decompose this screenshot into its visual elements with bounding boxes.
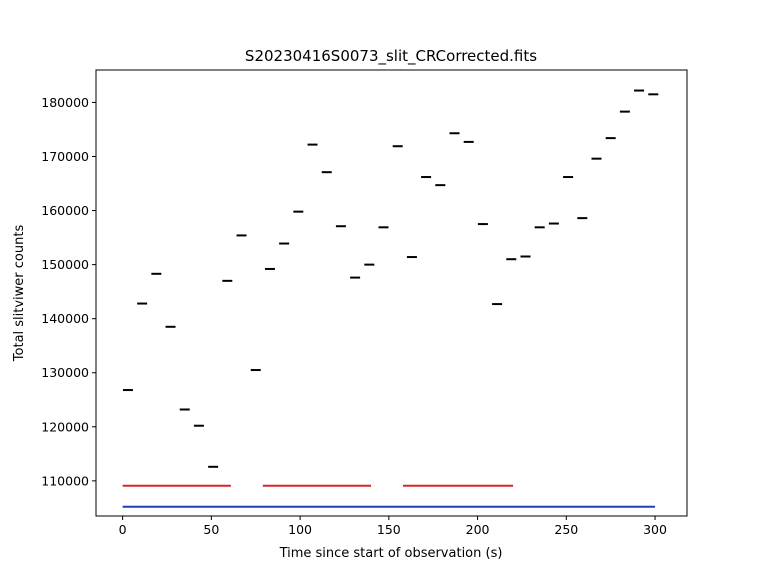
x-tick-label: 300	[643, 522, 667, 537]
axes-frame	[95, 69, 688, 517]
y-tick-label: 110000	[41, 473, 89, 488]
y-tick-label: 180000	[41, 95, 89, 110]
y-axis: 110000 120000 130000 140000 150000 160000 1700…	[41, 95, 96, 488]
y-tick-label: 140000	[41, 311, 89, 326]
x-tick-label: 250	[554, 522, 578, 537]
y-tick-label: 150000	[41, 257, 89, 272]
x-tick-label: 100	[288, 522, 312, 537]
x-tick-label: 200	[466, 522, 490, 537]
x-tick-label: 0	[119, 522, 127, 537]
x-tick-label: 50	[203, 522, 219, 537]
x-axis-label: Time since start of observation (s)	[279, 546, 503, 561]
x-axis: 0 50 100 150 200 250 300	[119, 516, 667, 537]
y-tick-label: 130000	[41, 365, 89, 380]
chart-title: S20230416S0073_slit_CRCorrected.fits	[245, 47, 537, 66]
y-tick-label: 170000	[41, 149, 89, 164]
x-tick-label: 150	[377, 522, 401, 537]
y-tick-label: 160000	[41, 203, 89, 218]
y-axis-label: Total slitviwer counts	[12, 225, 27, 363]
plot-area	[122, 89, 659, 508]
y-tick-label: 120000	[41, 419, 89, 434]
